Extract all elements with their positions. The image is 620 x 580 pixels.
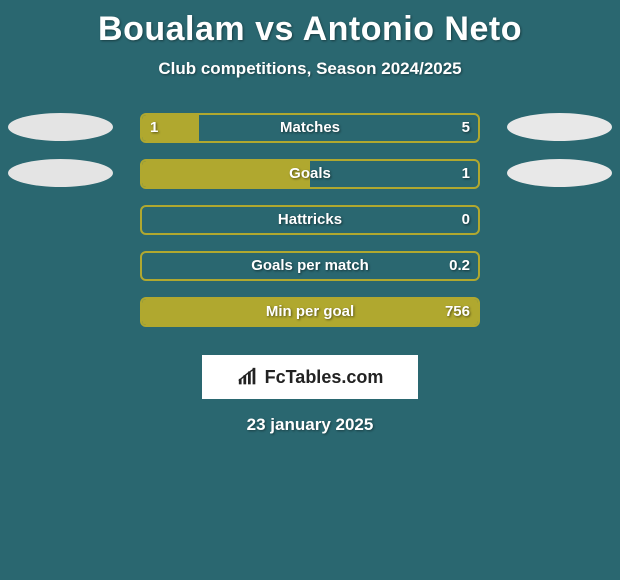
stat-rows: Matches15Goals1Hattricks0Goals per match… — [0, 107, 620, 337]
date-text: 23 january 2025 — [0, 415, 620, 435]
logo-text: FcTables.com — [265, 367, 384, 388]
stat-row: Hattricks0 — [0, 199, 620, 245]
logo-box: FcTables.com — [202, 355, 418, 399]
stat-row: Goals1 — [0, 153, 620, 199]
stat-bar-fill — [142, 299, 478, 325]
stat-bar-fill — [142, 115, 199, 141]
stat-row: Min per goal756 — [0, 291, 620, 337]
stat-bar — [140, 159, 480, 189]
comparison-infographic: Boualam vs Antonio Neto Club competition… — [0, 0, 620, 580]
page-subtitle: Club competitions, Season 2024/2025 — [0, 59, 620, 79]
stat-bar — [140, 251, 480, 281]
player-right-oval — [507, 159, 612, 187]
page-title: Boualam vs Antonio Neto — [0, 0, 620, 49]
stat-row: Goals per match0.2 — [0, 245, 620, 291]
stat-bar — [140, 205, 480, 235]
player-right-oval — [507, 113, 612, 141]
stat-bar — [140, 297, 480, 327]
stat-row: Matches15 — [0, 107, 620, 153]
stat-bar — [140, 113, 480, 143]
stat-bar-fill — [142, 161, 310, 187]
player-left-oval — [8, 159, 113, 187]
player-left-oval — [8, 113, 113, 141]
chart-icon — [237, 366, 259, 388]
